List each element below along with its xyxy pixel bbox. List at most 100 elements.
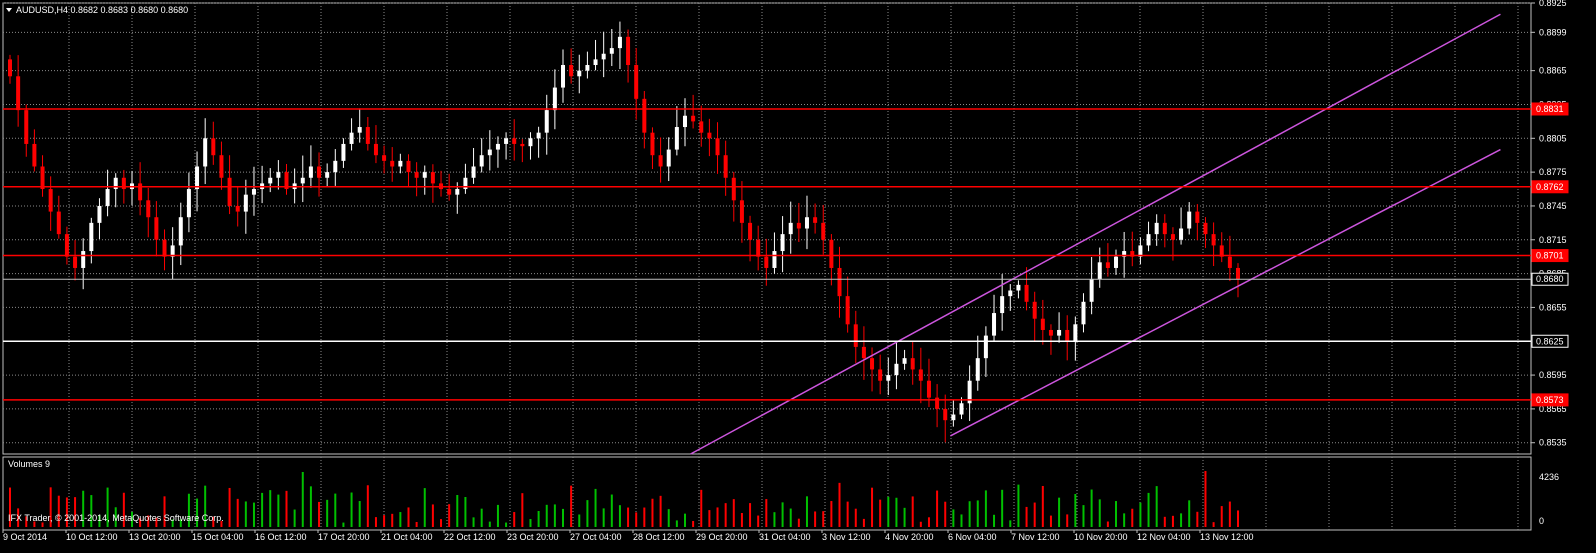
candle-bull: [552, 87, 557, 111]
candle-bull: [617, 36, 622, 49]
time-tick-label: 13 Oct 20:00: [129, 532, 181, 542]
candle-bull: [487, 149, 492, 156]
candle-bull: [561, 65, 566, 88]
time-tick-label: 10 Nov 20:00: [1074, 532, 1128, 542]
candle-bear: [317, 166, 322, 178]
candle-bear: [813, 217, 818, 223]
price-panel-frame: [2, 2, 1532, 455]
candle-bull: [504, 138, 509, 144]
candle-bear: [520, 143, 525, 147]
candle-bear: [796, 222, 801, 229]
level-label-box: [1531, 249, 1569, 263]
time-tick-label: 6 Nov 04:00: [948, 532, 997, 542]
candle-bear: [365, 127, 370, 144]
time-tick-label: 3 Nov 12:00: [822, 532, 871, 542]
candle-bear: [1170, 234, 1175, 240]
candle-bull: [186, 189, 191, 218]
volume-panel-title: Volumes 9: [8, 459, 50, 469]
level-label: 0.8701: [1536, 251, 1564, 261]
candle-bull: [951, 414, 956, 421]
time-tick-label: 23 Oct 20:00: [507, 532, 559, 542]
candle-bull: [674, 127, 679, 150]
candle-bear: [748, 222, 753, 240]
time-tick-label: 10 Oct 12:00: [66, 532, 118, 542]
level-label: 0.8680: [1536, 274, 1564, 284]
candle-bear: [739, 200, 744, 223]
candle-bull: [975, 358, 980, 381]
candle-bull: [959, 403, 964, 415]
chevron-down-icon: [6, 8, 12, 12]
candle-bear: [861, 346, 866, 359]
candle-bull: [479, 155, 484, 167]
candle-bull: [243, 194, 248, 212]
candle-bull: [772, 251, 777, 268]
candle-bull: [276, 172, 281, 178]
price-tick-label: 0.8595: [1539, 370, 1567, 380]
candle-bear: [430, 172, 435, 184]
candle-bull: [357, 127, 362, 133]
level-label-box: [1531, 102, 1569, 116]
candle-bear: [1105, 262, 1110, 268]
channel-line: [690, 13, 1501, 455]
candle-bull: [992, 313, 997, 336]
candle-bull: [1179, 228, 1184, 240]
candle-bull: [1008, 290, 1013, 297]
candle-bear: [447, 189, 452, 195]
candle-bear: [1162, 222, 1167, 235]
candle-bull: [471, 166, 476, 178]
candle-bull: [1073, 324, 1078, 342]
candle-bear: [1219, 245, 1224, 257]
time-tick-label: 28 Oct 12:00: [633, 532, 685, 542]
candle-bull: [1016, 284, 1021, 291]
volume-panel-frame: [2, 456, 1532, 531]
candle-bear: [1040, 318, 1045, 330]
candle-bear: [219, 155, 224, 178]
candle-bear: [658, 155, 663, 167]
candle-bull: [398, 160, 403, 167]
candle-bear: [1211, 234, 1216, 246]
candle-bull: [1114, 256, 1119, 268]
candle-bear: [24, 110, 29, 144]
candle-bull: [308, 166, 313, 178]
candle-bear: [373, 143, 378, 156]
volume-tick-label: 4236: [1539, 472, 1559, 482]
time-tick-label: 7 Nov 12:00: [1011, 532, 1060, 542]
candle-bear: [1130, 251, 1135, 257]
candle-bull: [422, 172, 427, 178]
candle-bear: [211, 138, 216, 156]
candle-bull: [1000, 296, 1005, 314]
candle-bull: [455, 189, 460, 195]
candle-bear: [227, 177, 232, 206]
candle-bull: [333, 160, 338, 173]
candle-bull: [804, 217, 809, 229]
candle-bear: [16, 76, 21, 111]
candle-bull: [81, 251, 86, 268]
candle-bull: [495, 143, 500, 150]
candle-bull: [886, 375, 891, 381]
candle-bull: [894, 363, 899, 376]
price-tick-label: 0.8655: [1539, 302, 1567, 312]
candle-bull: [1146, 234, 1151, 246]
price-tick-label: 0.8865: [1539, 66, 1567, 76]
candle-bear: [414, 172, 419, 178]
candle-bear: [1048, 329, 1053, 336]
candle-bear: [1065, 329, 1070, 342]
candle-bear: [650, 132, 655, 156]
time-tick-label: 22 Oct 12:00: [444, 532, 496, 542]
candle-bull: [780, 234, 785, 252]
candle-bull: [325, 172, 330, 178]
candle-bull: [1122, 251, 1127, 257]
candle-bear: [154, 217, 159, 240]
candle-bull: [105, 189, 110, 206]
time-tick-label: 17 Oct 20:00: [318, 532, 370, 542]
candle-bear: [32, 143, 37, 167]
candle-bear: [390, 160, 395, 167]
candle-bear: [1032, 301, 1037, 319]
candle-bull: [195, 166, 200, 190]
candle-bear: [8, 59, 12, 77]
candle-bear: [731, 177, 736, 201]
volume-group: [9, 470, 1239, 527]
candle-bear: [235, 205, 240, 212]
